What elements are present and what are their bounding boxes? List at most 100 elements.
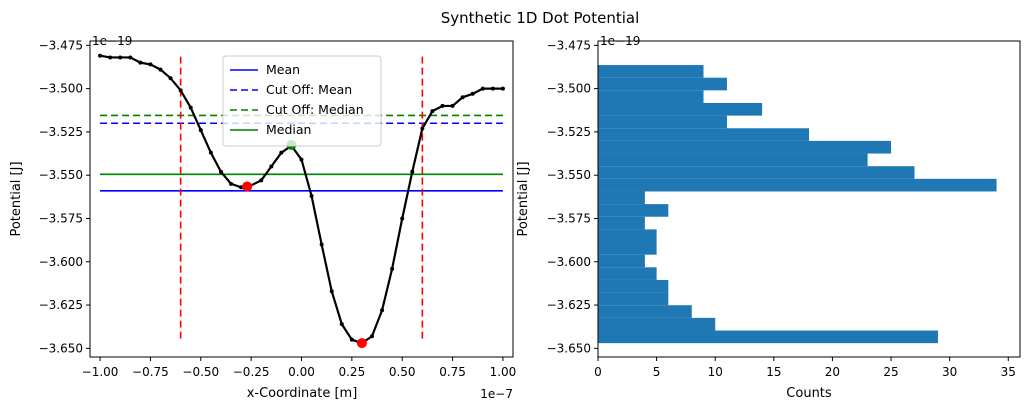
histogram-bar	[598, 65, 704, 78]
curve-point	[370, 334, 374, 339]
right-x-tick-label: 10	[708, 365, 723, 379]
left-y-axis-ticks: −3.475 −3.500 −3.525 −3.550 −3.575 −3.600 −3.6…	[39, 38, 90, 355]
left-y-tick-label: −3.525	[39, 125, 83, 139]
curve-point	[108, 55, 113, 60]
right-plot-frame	[597, 40, 1021, 358]
curve-point	[319, 242, 324, 247]
left-y-tick-label: −3.575	[39, 211, 83, 225]
right-x-tick-label: 5	[653, 365, 661, 379]
local-min-marker	[356, 338, 367, 349]
curve-point	[138, 60, 143, 65]
legend-label: Median	[266, 122, 311, 137]
right-x-tick-label: 30	[942, 365, 957, 379]
histogram-bar	[598, 267, 657, 280]
histogram-bar	[598, 204, 669, 217]
histogram-bar	[598, 77, 727, 91]
curve-point	[329, 289, 334, 294]
curve-point	[450, 103, 455, 108]
left-y-tick-label: −3.475	[39, 38, 83, 52]
left-x-tick-label: 0.00	[288, 365, 315, 379]
curve-point	[309, 193, 314, 198]
curve-point	[158, 67, 163, 72]
potential-histogram: 0 5 10 15 20 25 30 35 −3.475−3.500−3.525−3.550−…	[516, 34, 1021, 401]
legend-label: Mean	[266, 62, 300, 77]
local-min-marker	[242, 181, 253, 192]
curve-point	[208, 150, 213, 155]
histogram-bar	[598, 254, 645, 268]
curve-point	[490, 86, 495, 91]
curve-point	[148, 62, 153, 67]
left-x-tick-label: −0.25	[233, 365, 270, 379]
curve-point	[460, 95, 465, 100]
right-y-tick-label: −3.525	[547, 125, 591, 139]
right-y-tick-label: −3.500	[547, 82, 591, 96]
right-y-tick-label: −3.550	[547, 168, 591, 182]
right-y-offset-label: 1e−19	[600, 34, 640, 48]
curve-point	[188, 105, 193, 110]
right-y-tick-label: −3.650	[547, 341, 591, 355]
figure-title: Synthetic 1D Dot Potential	[441, 9, 640, 27]
histogram-bar	[598, 90, 704, 103]
histogram-bar	[598, 166, 915, 179]
potential-plot-area	[98, 53, 505, 349]
curve-point	[218, 169, 223, 174]
histogram-bar	[598, 317, 716, 331]
right-x-tick-label: 15	[766, 365, 781, 379]
curve-point	[128, 55, 133, 60]
left-x-offset-label: 1e−7	[480, 387, 513, 401]
curve-point	[480, 86, 485, 91]
left-x-tick-label: 0.25	[338, 365, 365, 379]
curve-point	[98, 53, 103, 58]
curve-point	[168, 76, 173, 81]
curve-point	[239, 185, 244, 190]
legend-label: Cut Off: Median	[266, 102, 364, 117]
left-y-tick-label: −3.625	[39, 298, 83, 312]
left-x-axis-label: x-Coordinate [m]	[247, 386, 358, 401]
left-x-axis-ticks: −1.00 −0.75 −0.50 −0.25 0.00 0.25 0.50 0.75 1.00	[82, 357, 517, 379]
histogram-bar	[598, 153, 868, 167]
curve-point	[380, 308, 385, 313]
curve-point	[299, 157, 304, 162]
left-y-offset-label: 1e−19	[92, 34, 132, 48]
left-x-tick-label: 0.50	[389, 365, 416, 379]
right-y-tick-label: −3.575	[547, 211, 591, 225]
curve-point	[400, 216, 405, 221]
left-x-tick-label: 0.75	[439, 365, 466, 379]
right-y-tick-label: −3.600	[547, 255, 591, 269]
right-y-axis-label: Potential [J]	[516, 161, 531, 236]
left-y-axis-label: Potential [J]	[9, 161, 24, 236]
histogram-bar	[598, 229, 657, 243]
right-x-axis-label: Counts	[786, 386, 832, 401]
left-x-tick-label: −0.75	[132, 365, 169, 379]
curve-point	[410, 169, 415, 174]
curve-point	[118, 55, 123, 60]
legend-box	[222, 55, 382, 147]
histogram-bar	[598, 292, 669, 306]
curve-point	[269, 164, 274, 169]
right-y-tick-label: −3.625	[547, 298, 591, 312]
curve-point	[420, 126, 425, 131]
histogram-bar	[598, 305, 692, 318]
histogram-bar	[598, 191, 645, 205]
histogram-bar	[598, 128, 809, 141]
curve-point	[349, 337, 354, 342]
curve-point	[178, 88, 183, 93]
left-x-tick-label: 1.00	[490, 365, 517, 379]
histogram-bar	[598, 115, 727, 129]
histogram-bar	[598, 178, 997, 192]
curve-point	[470, 91, 475, 96]
curve-point	[430, 109, 435, 114]
curve-point	[339, 322, 344, 327]
right-x-tick-label: 20	[825, 365, 840, 379]
left-x-tick-label: −0.50	[182, 365, 219, 379]
right-y-tick-label: −3.475	[547, 38, 591, 52]
histogram-bar	[598, 242, 657, 255]
left-y-tick-label: −3.650	[39, 341, 83, 355]
right-x-tick-label: 0	[594, 365, 602, 379]
histogram-bar	[598, 216, 645, 230]
histogram-plot-area	[598, 65, 997, 344]
left-y-tick-label: −3.600	[39, 255, 83, 269]
right-y-axis-ticks: −3.475 −3.500 −3.525 −3.550 −3.575 −3.600 −3.6…	[547, 38, 598, 355]
right-x-axis-ticks: 0 5 10 15 20 25 30 35	[594, 357, 1016, 379]
